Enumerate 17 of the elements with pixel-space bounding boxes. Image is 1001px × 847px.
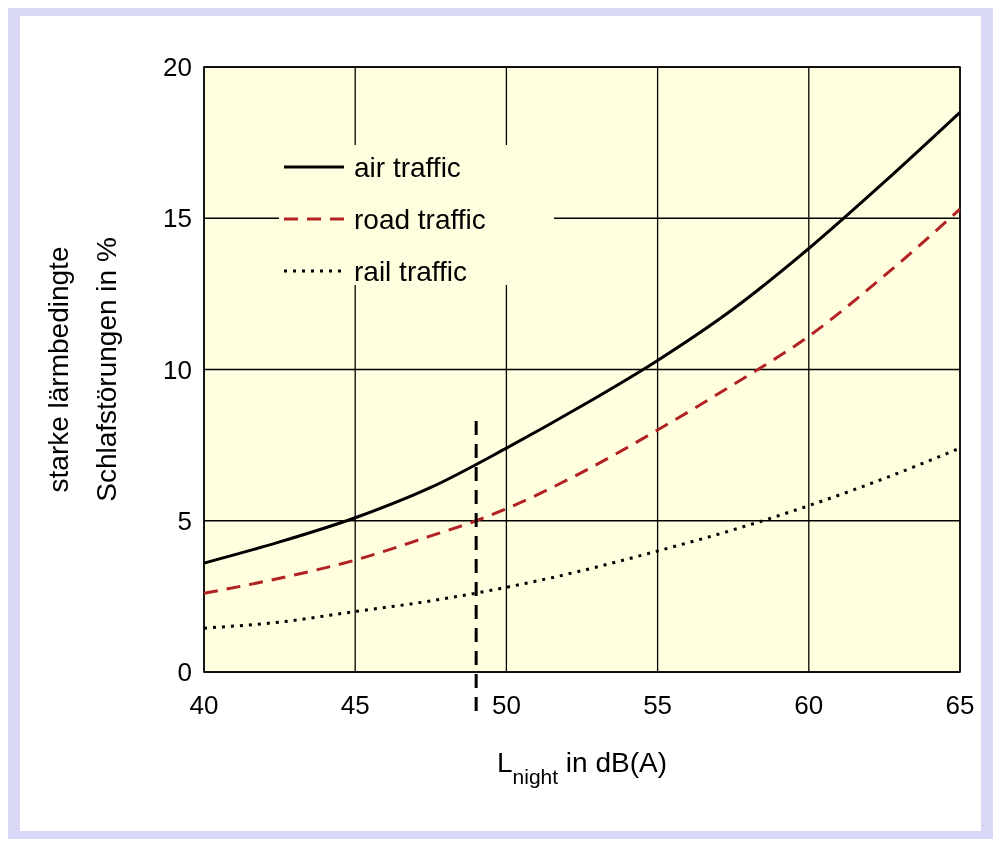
- legend-label: road traffic: [354, 204, 486, 235]
- x-tick-label: 45: [340, 690, 370, 720]
- y-tick-label: 0: [177, 657, 192, 687]
- y-tick-label: 5: [177, 505, 192, 536]
- y-tick-label: 10: [163, 354, 192, 385]
- legend-label: rail traffic: [354, 256, 468, 287]
- x-tick-label: 50: [491, 690, 521, 720]
- y-tick-label: 20: [163, 52, 192, 82]
- y-axis-title: starke lärmbedingte Schlafstörungen in %: [43, 237, 122, 502]
- x-tick-label: 40: [189, 690, 219, 720]
- x-axis-title: L$_{night}$ in dB(A): [496, 747, 668, 788]
- line-series: [202, 207, 962, 595]
- legend-label: air traffic: [354, 152, 461, 183]
- x-tick-label: 55: [643, 690, 673, 720]
- x-tick-label: 65: [945, 690, 975, 720]
- x-tick-label: 60: [794, 690, 824, 720]
- y-tick-label: 15: [163, 203, 192, 234]
